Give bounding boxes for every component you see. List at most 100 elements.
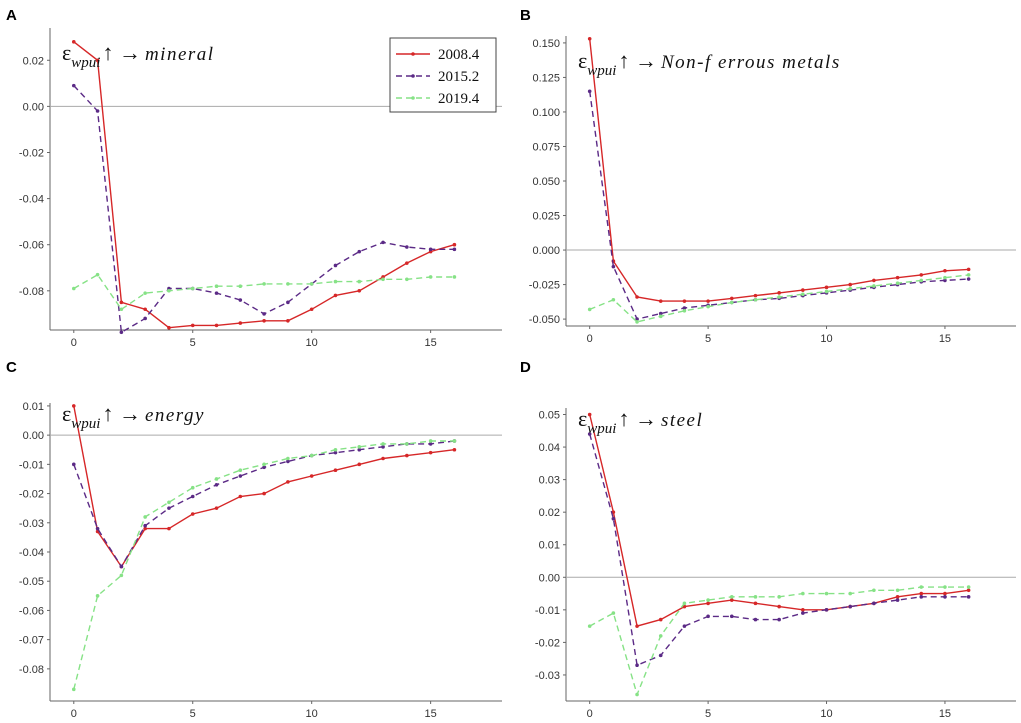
- y-tick-label: -0.06: [19, 605, 44, 617]
- y-tick-label: -0.06: [19, 240, 44, 252]
- data-point: [238, 474, 243, 478]
- panel-c: C 0.01 0.00 -0.01 -0.02 -0.03 -0.04 -0.05 -0.06 -…: [6, 359, 502, 720]
- data-point: [333, 450, 338, 455]
- title-subscript: wpui: [587, 421, 616, 437]
- data-point: [777, 604, 781, 609]
- data-point: [895, 275, 900, 280]
- data-point: [611, 264, 616, 269]
- x-tick-label: 5: [705, 333, 711, 345]
- data-point: [262, 491, 266, 496]
- y-tick-label: -0.01: [19, 459, 44, 471]
- series-line-2008-4: [589, 414, 969, 627]
- data-point: [635, 624, 639, 628]
- title-arrow: ↑ →: [102, 40, 141, 65]
- data-point: [966, 588, 971, 593]
- data-point: [71, 404, 76, 408]
- data-point: [428, 439, 433, 443]
- data-point: [119, 564, 124, 569]
- data-point: [333, 263, 338, 268]
- panel-title: εwpui↑ → mineral: [62, 40, 215, 71]
- y-tick-label: -0.08: [19, 286, 44, 298]
- data-point: [286, 480, 290, 484]
- data-point: [286, 282, 290, 286]
- data-point: [286, 459, 290, 464]
- data-point: [143, 291, 147, 295]
- data-point: [238, 298, 243, 302]
- data-point: [238, 321, 243, 325]
- data-point: [966, 595, 971, 599]
- data-point: [895, 598, 900, 602]
- data-point: [167, 500, 171, 505]
- data-point: [238, 468, 243, 472]
- data-point: [682, 309, 687, 313]
- data-point: [167, 325, 171, 330]
- data-point: [919, 595, 924, 599]
- data-point: [95, 58, 100, 63]
- data-point: [587, 624, 592, 628]
- series-line-2019-4: [73, 273, 455, 311]
- data-point: [452, 439, 457, 443]
- data-point: [357, 447, 362, 452]
- data-point: [262, 318, 266, 323]
- data-point: [428, 247, 433, 252]
- y-tick-label: -0.03: [19, 518, 44, 530]
- series-line-2019-4: [589, 586, 969, 697]
- data-point: [381, 442, 385, 446]
- data-point: [167, 526, 171, 531]
- data-point: [452, 247, 457, 252]
- y-tick-label: 0.02: [23, 55, 44, 67]
- data-point: [635, 692, 639, 697]
- panel-letter: D: [520, 359, 531, 376]
- data-point: [381, 277, 385, 282]
- data-point: [357, 462, 362, 467]
- series-line-2015-2: [589, 91, 969, 320]
- data-point: [143, 515, 147, 519]
- y-tick-label: 0.050: [532, 176, 560, 188]
- data-point: [381, 445, 385, 449]
- data-point: [405, 277, 409, 282]
- data-point: [262, 462, 266, 467]
- data-point: [190, 494, 195, 499]
- title-target: Non-f errous metals: [660, 52, 841, 73]
- title-subscript: wpui: [587, 63, 616, 79]
- x-tick-label: 10: [306, 337, 318, 349]
- data-point: [943, 591, 947, 596]
- title-target: energy: [145, 405, 205, 426]
- data-point: [357, 289, 362, 293]
- panel-title: εwpui↑ → steel: [578, 406, 703, 437]
- data-point: [706, 299, 710, 303]
- data-point: [729, 598, 734, 602]
- data-point: [309, 307, 314, 312]
- data-point: [333, 293, 338, 298]
- data-point: [405, 261, 409, 265]
- x-tick-label: 10: [820, 708, 832, 720]
- data-point: [71, 286, 76, 291]
- data-point: [753, 595, 758, 599]
- y-tick-label: -0.03: [535, 670, 560, 682]
- series-line-2015-2: [73, 85, 455, 334]
- title-arrow: ↑ →: [618, 48, 657, 73]
- data-point: [966, 585, 971, 589]
- panel-title: εwpui↑ → Non-f errous metals: [578, 48, 841, 79]
- data-point: [452, 447, 457, 452]
- data-point: [848, 604, 853, 609]
- data-point: [943, 595, 947, 599]
- y-tick-label: 0.075: [532, 141, 560, 153]
- x-tick-label: 10: [820, 333, 832, 345]
- y-tick-label: -0.01: [535, 605, 560, 617]
- data-point: [428, 275, 433, 279]
- panel-letter: B: [520, 7, 531, 24]
- series-line-2008-4: [73, 405, 455, 568]
- data-point: [824, 285, 829, 290]
- y-tick-label: -0.025: [529, 280, 560, 292]
- x-tick-label: 0: [587, 333, 593, 345]
- data-point: [801, 292, 805, 297]
- data-point: [405, 442, 409, 446]
- data-point: [943, 275, 947, 280]
- x-tick-label: 15: [939, 333, 951, 345]
- data-point: [405, 453, 409, 458]
- data-point: [658, 634, 663, 638]
- data-point: [381, 240, 385, 245]
- x-tick-label: 5: [190, 708, 196, 720]
- data-point: [895, 595, 900, 599]
